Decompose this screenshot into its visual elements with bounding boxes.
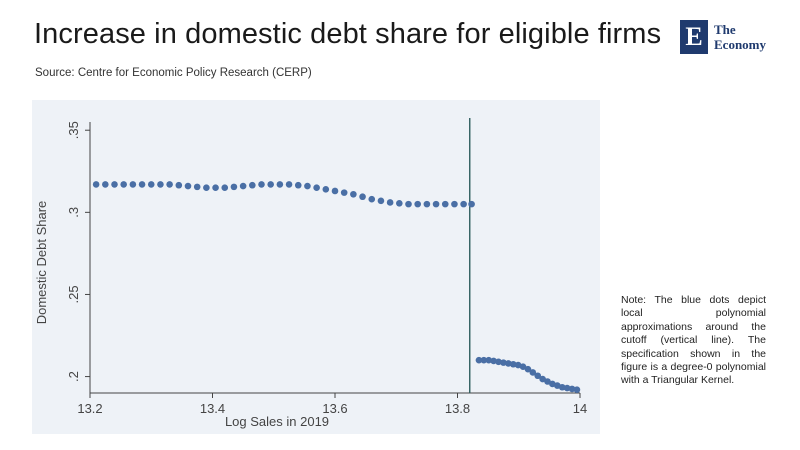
x-tick-label: 13.4 — [200, 401, 225, 416]
logo-line-2: Economy — [714, 37, 766, 52]
y-tick-label: .2 — [66, 371, 81, 382]
left-of-cutoff-point — [267, 181, 274, 188]
left-of-cutoff-point — [331, 187, 339, 195]
left-of-cutoff-point — [129, 181, 137, 188]
right-of-cutoff-point — [534, 372, 542, 380]
y-axis-title: Domestic Debt Share — [34, 201, 49, 325]
right-of-cutoff-point — [475, 356, 483, 364]
y-tick-label: .25 — [66, 285, 81, 303]
logo-line-1: The — [714, 22, 736, 37]
y-tick-label: .3 — [66, 207, 81, 218]
left-of-cutoff-point — [294, 181, 302, 189]
left-of-cutoff-point — [405, 200, 412, 208]
logo-wordmark: The Economy — [714, 22, 766, 52]
left-of-cutoff-point — [276, 181, 284, 188]
left-of-cutoff-point — [138, 181, 146, 188]
right-of-cutoff-point — [568, 385, 576, 393]
brand-logo: E The Economy — [680, 20, 766, 54]
left-of-cutoff-point — [350, 190, 357, 198]
x-tick-label: 14 — [573, 401, 587, 416]
left-of-cutoff-point — [230, 183, 238, 191]
chart-title: Increase in domestic debt share for elig… — [34, 18, 662, 50]
right-of-cutoff-point — [558, 383, 566, 391]
left-of-cutoff-point — [468, 200, 475, 208]
left-of-cutoff-point — [322, 186, 330, 193]
right-of-cutoff-point — [505, 360, 512, 367]
rd-scatter-chart: .2 .25 .3 .35 13.2 13.4 13.6 13.8 14 Log Sales in… — [34, 118, 587, 429]
left-of-cutoff-point — [193, 183, 201, 191]
left-of-cutoff-point — [377, 197, 385, 205]
chart-note: Note: The blue dots depict local polynom… — [621, 294, 766, 387]
left-of-cutoff-point — [92, 181, 100, 188]
logo-mark: E — [680, 20, 708, 54]
right-of-cutoff-point — [544, 378, 551, 385]
left-of-cutoff-point — [396, 200, 403, 207]
left-of-cutoff-point — [175, 181, 183, 189]
left-of-cutoff-point — [212, 184, 219, 191]
left-of-cutoff-point — [460, 200, 467, 208]
left-of-cutoff-point — [249, 181, 256, 189]
left-of-cutoff-point — [368, 195, 376, 203]
right-of-cutoff-point — [480, 356, 488, 364]
right-of-cutoff-point — [529, 369, 537, 376]
left-of-cutoff-point — [423, 200, 431, 208]
right-of-cutoff-point — [524, 365, 532, 373]
x-tick-label: 13.6 — [322, 401, 347, 416]
right-of-cutoff-point — [573, 386, 581, 394]
left-of-cutoff-point — [147, 181, 155, 188]
left-of-cutoff-point — [203, 184, 210, 191]
right-of-cutoff-point — [485, 356, 493, 364]
left-of-cutoff-point — [304, 182, 311, 190]
source-caption: Source: Centre for Economic Policy Resea… — [35, 67, 312, 79]
left-of-cutoff-point — [285, 181, 293, 188]
x-tick-label: 13.2 — [77, 401, 102, 416]
left-of-cutoff-point — [451, 200, 458, 208]
left-of-cutoff-point — [120, 181, 127, 188]
left-of-cutoff-point — [102, 181, 109, 188]
left-of-cutoff-point — [432, 200, 440, 208]
left-of-cutoff-point — [221, 184, 229, 191]
left-of-cutoff-point — [184, 182, 192, 190]
y-tick-label: .35 — [66, 121, 81, 139]
left-of-cutoff-point — [239, 182, 247, 190]
left-of-cutoff-point — [340, 189, 348, 196]
x-tick-label: 13.8 — [445, 401, 470, 416]
left-of-cutoff-point — [166, 181, 173, 188]
right-of-cutoff-point — [519, 363, 527, 371]
left-of-cutoff-point — [414, 200, 421, 208]
right-of-cutoff-point — [500, 359, 507, 366]
left-of-cutoff-point — [386, 199, 394, 206]
chart-panel: .2 .25 .3 .35 13.2 13.4 13.6 13.8 14 Log Sales in… — [32, 100, 600, 434]
x-axis-title: Log Sales in 2019 — [225, 414, 329, 429]
right-of-cutoff-point — [539, 375, 546, 383]
left-of-cutoff-point — [313, 184, 320, 191]
right-of-cutoff-point — [509, 360, 517, 368]
left-of-cutoff-point — [258, 181, 265, 188]
left-of-cutoff-point — [441, 200, 449, 208]
left-of-cutoff-point — [157, 181, 164, 188]
left-of-cutoff-point — [359, 193, 366, 201]
right-of-cutoff-point — [495, 358, 502, 366]
left-of-cutoff-point — [111, 181, 118, 188]
right-of-cutoff-point — [563, 384, 571, 392]
right-of-cutoff-point — [490, 357, 497, 365]
